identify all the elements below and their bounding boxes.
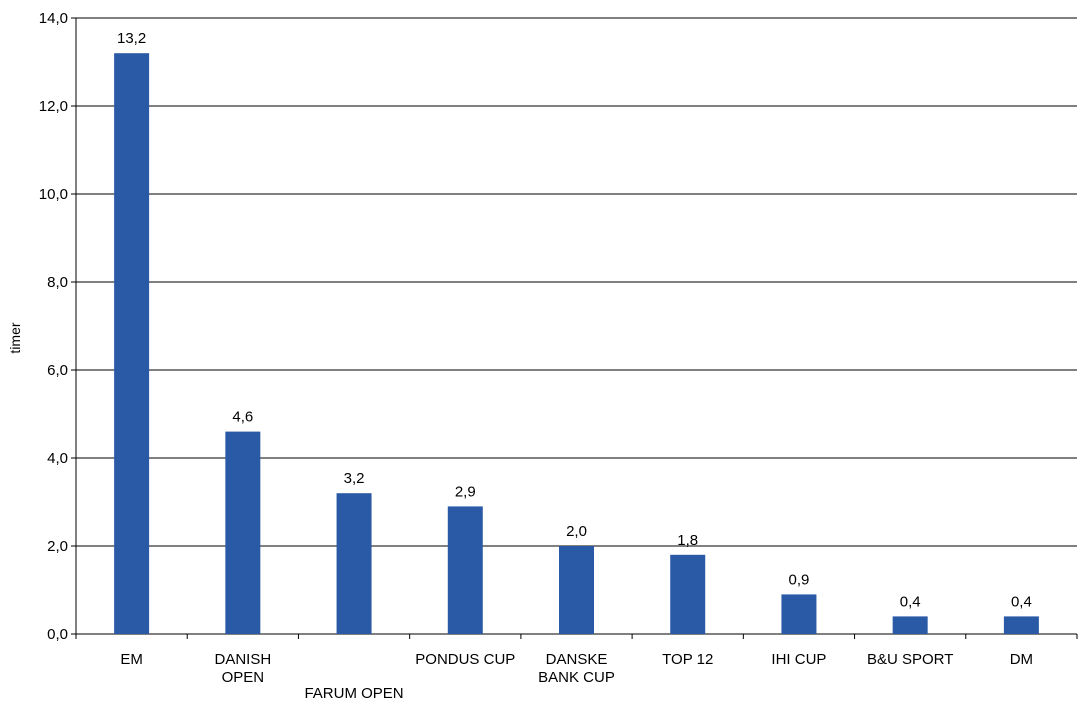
category-label-line: DANISH	[214, 651, 271, 668]
category-label-line: OPEN	[222, 669, 265, 686]
data-label: 0,4	[900, 593, 921, 610]
category-label-line: TOP 12	[662, 651, 713, 668]
data-label: 0,4	[1011, 593, 1032, 610]
category-label-line: DM	[1010, 651, 1033, 668]
category-label: FARUM OPEN	[304, 685, 403, 702]
category-label-line: B&U SPORT	[867, 651, 953, 668]
category-label-line: PONDUS CUP	[415, 651, 515, 668]
y-tick-label: 12,0	[39, 98, 68, 115]
bar	[781, 594, 817, 634]
category-label-line: FARUM OPEN	[304, 685, 403, 702]
category-label: DANISH OPEN	[214, 651, 271, 686]
category-label-line: IHI CUP	[771, 651, 826, 668]
bar	[336, 493, 372, 634]
data-label: 2,0	[566, 523, 587, 540]
data-label: 1,8	[677, 532, 698, 549]
category-label-line: BANK CUP	[538, 669, 615, 686]
data-label: 3,2	[344, 470, 365, 487]
y-tick-label: 6,0	[47, 362, 68, 379]
y-tick-label: 14,0	[39, 10, 68, 27]
y-tick-label: 4,0	[47, 450, 68, 467]
category-label: PONDUS CUP	[415, 651, 515, 668]
data-label: 13,2	[117, 30, 146, 47]
data-label: 4,6	[232, 409, 253, 426]
y-tick-label: 10,0	[39, 186, 68, 203]
bar	[670, 554, 706, 634]
category-label: B&U SPORT	[867, 651, 953, 668]
data-labels: 13,2 4,6 3,2 2,9 2,0 1,8 0,9 0,4 0,4	[117, 30, 1032, 610]
bar	[892, 616, 928, 634]
category-label: EM	[120, 651, 143, 668]
y-axis-title: timer	[7, 322, 23, 353]
category-label: DANSKE BANK CUP	[538, 651, 615, 686]
bar	[1003, 616, 1039, 634]
data-label: 2,9	[455, 483, 476, 500]
category-label: IHI CUP	[771, 651, 826, 668]
bar	[447, 506, 483, 634]
category-label: DM	[1010, 651, 1033, 668]
bar	[225, 431, 261, 634]
category-label-line: DANSKE	[546, 651, 608, 668]
category-label: TOP 12	[662, 651, 713, 668]
y-tick-label: 2,0	[47, 538, 68, 555]
bar	[559, 546, 594, 634]
category-labels: EM DANISH OPEN FARUM OPEN PONDUS CUP DANSKE BA…	[120, 651, 1033, 702]
y-tick-labels: 0,0 2,0 4,0 6,0 8,0 10,0 12,0 14,0	[39, 10, 68, 643]
data-label: 0,9	[789, 571, 810, 588]
y-tick-label: 0,0	[47, 626, 68, 643]
bars	[114, 53, 1039, 634]
category-label-line: EM	[120, 651, 143, 668]
y-tick-label: 8,0	[47, 274, 68, 291]
bar	[114, 53, 150, 634]
